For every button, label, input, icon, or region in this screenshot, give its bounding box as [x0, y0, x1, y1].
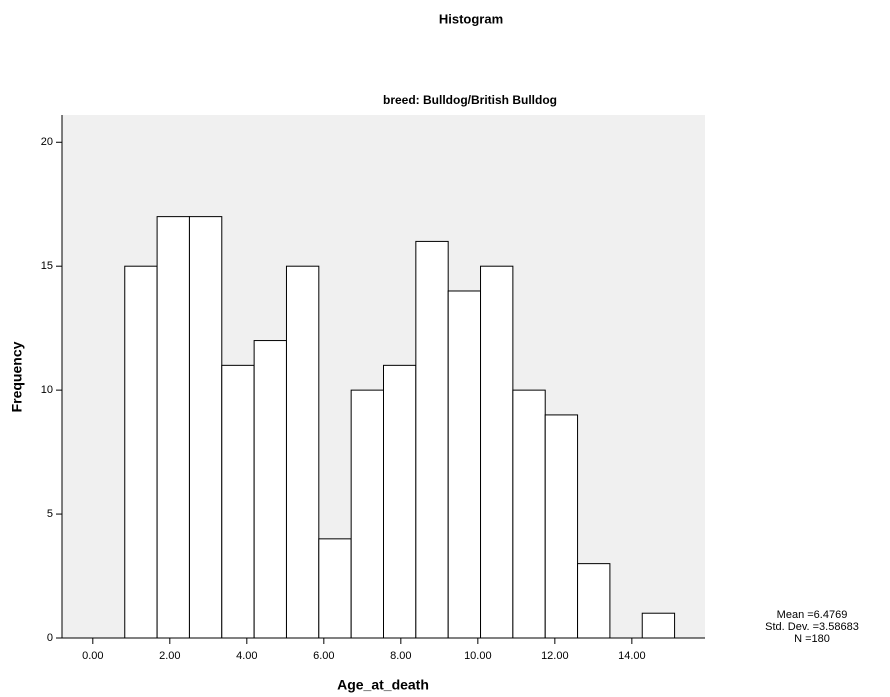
chart-title: Histogram — [439, 11, 503, 26]
bar — [447, 290, 482, 639]
x-tick-label: 0.00 — [82, 650, 103, 662]
bar — [318, 538, 352, 639]
bar — [350, 389, 384, 639]
bar — [156, 216, 190, 639]
bar — [124, 265, 158, 639]
x-tick-label: 10.00 — [464, 650, 492, 662]
x-axis-label: Age_at_death — [337, 677, 429, 693]
x-tick-label: 6.00 — [313, 650, 334, 662]
bar — [383, 364, 417, 639]
y-tick-label: 0 — [47, 632, 53, 644]
y-tick-label: 20 — [41, 136, 53, 148]
x-tick-label: 8.00 — [390, 650, 411, 662]
y-tick-label: 5 — [47, 508, 53, 520]
stats-annotation: Std. Dev. =3.58683 — [765, 621, 859, 633]
x-tick-label: 4.00 — [236, 650, 257, 662]
bar — [253, 340, 287, 639]
bar — [577, 563, 611, 639]
y-axis-label: Frequency — [9, 341, 25, 412]
bar — [415, 240, 449, 639]
bar — [285, 265, 320, 639]
bar — [221, 364, 255, 639]
x-tick-label: 12.00 — [541, 650, 569, 662]
bar — [188, 216, 223, 639]
x-tick-label: 14.00 — [618, 650, 646, 662]
stats-annotation: N =180 — [794, 633, 830, 645]
y-tick-label: 15 — [41, 260, 53, 272]
bar — [544, 414, 579, 639]
stats-annotation: Mean =6.4769 — [777, 609, 848, 621]
chart-subtitle: breed: Bulldog/British Bulldog — [383, 93, 557, 107]
bar — [512, 389, 546, 639]
y-tick-label: 10 — [41, 384, 53, 396]
x-tick-label: 2.00 — [159, 650, 180, 662]
bar — [480, 265, 514, 639]
bar — [641, 612, 676, 639]
